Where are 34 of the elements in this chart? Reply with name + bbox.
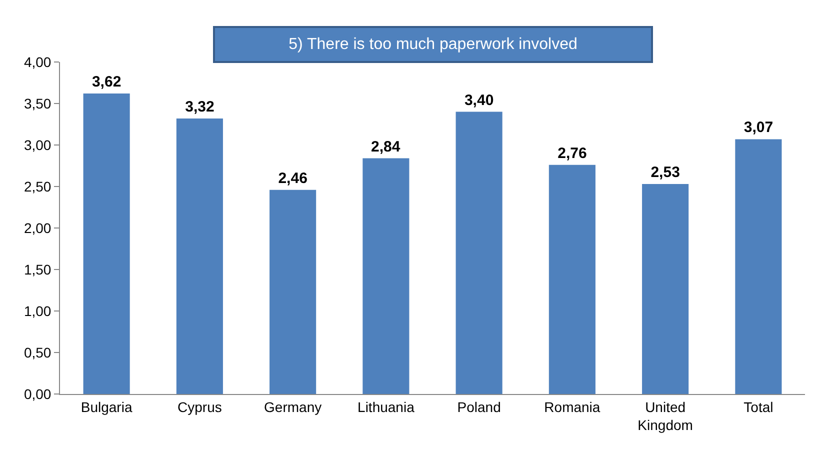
data-label: 3,62 [92,74,122,91]
x-tick-label: United Kingdom [638,398,693,433]
data-label: 3,07 [744,119,774,136]
data-label: 2,53 [650,164,680,182]
y-tick-label: 4,00 [24,54,52,70]
bar [270,190,316,394]
x-tick-label: Poland [457,398,501,415]
bar [456,112,502,394]
y-tick-label: 1,50 [24,261,52,278]
y-tick-label: 0,00 [24,386,52,402]
y-tick-label: 3,00 [24,136,52,153]
y-tick-label: 1,00 [24,302,52,319]
bar [362,158,410,394]
x-tick-label: Cyprus [178,398,222,415]
data-label: 2,46 [278,170,308,187]
bar [642,184,689,394]
chart-title: 5) There is too much paperwork involved [288,36,578,53]
y-tick-label: 0,50 [24,344,52,360]
x-tick-label: Lithuania [358,398,415,415]
bar [176,118,223,394]
y-tick-label: 2,00 [24,220,52,236]
data-label: 3,32 [185,98,214,116]
x-tick-label: Total [744,398,774,415]
data-label: 2,76 [558,144,587,162]
data-label: 3,40 [464,92,494,109]
x-tick-label: Romania [544,398,600,415]
x-tick-label: Germany [264,398,322,415]
y-tick-label: 2,50 [24,178,52,194]
bar [83,94,130,394]
data-label: 2,84 [371,138,401,156]
bar [548,164,596,394]
bar [735,139,782,394]
x-tick-label: Bulgaria [80,398,132,415]
y-tick-label: 3,50 [24,95,52,112]
